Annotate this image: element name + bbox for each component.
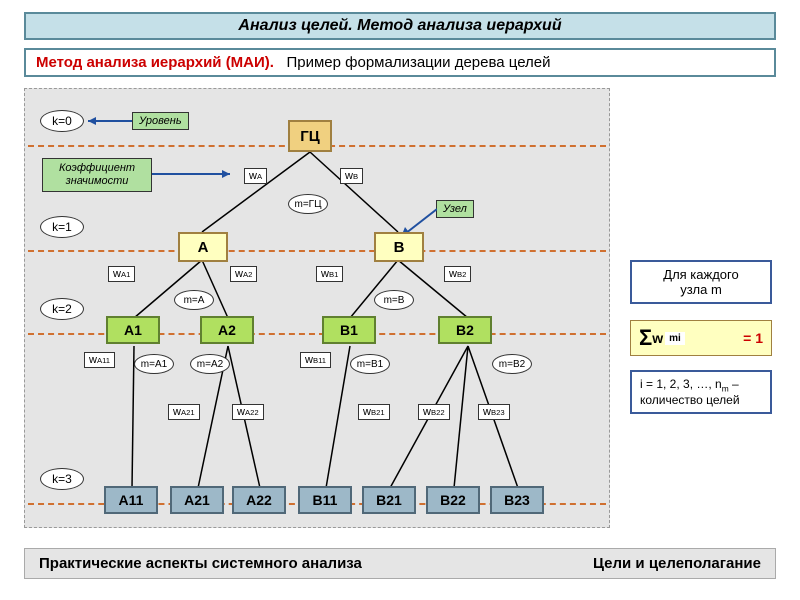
node-b11: B11: [298, 486, 352, 514]
i-range-text: i = 1, 2, 3, …, n: [640, 377, 722, 391]
subtitle-red: Метод анализа иерархий (МАИ).: [36, 54, 274, 71]
m-b1: m=B1: [350, 354, 390, 374]
footer-left: Практические аспекты системного анализа: [39, 555, 362, 572]
sigma-icon: Σ: [639, 325, 652, 351]
node-b: B: [374, 232, 424, 262]
info-each-node: Для каждого узла m: [630, 260, 772, 304]
m-b2: m=B2: [492, 354, 532, 374]
node-a1: A1: [106, 316, 160, 344]
w-a2: wA2: [230, 266, 257, 282]
w-a1: wA1: [108, 266, 135, 282]
formula-eq1: = 1: [743, 330, 763, 346]
node-a22: A22: [232, 486, 286, 514]
footer-right: Цели и целеполагание: [593, 555, 761, 572]
node-b23: B23: [490, 486, 544, 514]
node-b1: B1: [322, 316, 376, 344]
w-b22: wB22: [418, 404, 450, 420]
k3-label: k=3: [40, 468, 84, 490]
node-a11: A11: [104, 486, 158, 514]
node-b22: B22: [426, 486, 480, 514]
k2-label: k=2: [40, 298, 84, 320]
node-a: A: [178, 232, 228, 262]
callout-level: Уровень: [132, 112, 189, 130]
node-b21: B21: [362, 486, 416, 514]
title-text: Анализ целей. Метод анализа иерархий: [238, 17, 561, 35]
diagram-area: [24, 88, 610, 528]
node-a2: A2: [200, 316, 254, 344]
m-a: m=A: [174, 290, 214, 310]
subtitle-bar: Метод анализа иерархий (МАИ). Пример фор…: [24, 48, 776, 77]
callout-node: Узел: [436, 200, 474, 218]
w-a21: wA21: [168, 404, 200, 420]
formula-w: w: [652, 330, 663, 346]
k0-label: k=0: [40, 110, 84, 132]
w-a22: wA22: [232, 404, 264, 420]
node-root: ГЦ: [288, 120, 332, 152]
title-bar: Анализ целей. Метод анализа иерархий: [24, 12, 776, 40]
w-b23: wB23: [478, 404, 510, 420]
m-a1: m=A1: [134, 354, 174, 374]
subtitle-plain: Пример формализации дерева целей: [286, 54, 550, 71]
k1-label: k=1: [40, 216, 84, 238]
m-b: m=B: [374, 290, 414, 310]
footer-bar: Практические аспекты системного анализа …: [24, 548, 776, 579]
w-b11: wB11: [300, 352, 331, 368]
w-b2: wB2: [444, 266, 471, 282]
callout-coeff: Коэффициент значимости: [42, 158, 152, 192]
w-b: wB: [340, 168, 363, 184]
m-a2: m=A2: [190, 354, 230, 374]
info-i-range: i = 1, 2, 3, …, nm – количество целей: [630, 370, 772, 414]
w-b1: wB1: [316, 266, 343, 282]
m-gc: m=ГЦ: [288, 194, 328, 214]
dash-k1: [28, 250, 606, 252]
node-a21: A21: [170, 486, 224, 514]
formula-box: Σ w mi = 1: [630, 320, 772, 356]
w-a: wA: [244, 168, 267, 184]
formula-mi: mi: [665, 332, 685, 345]
w-b21: wB21: [358, 404, 390, 420]
node-b2: B2: [438, 316, 492, 344]
w-a11: wA11: [84, 352, 115, 368]
